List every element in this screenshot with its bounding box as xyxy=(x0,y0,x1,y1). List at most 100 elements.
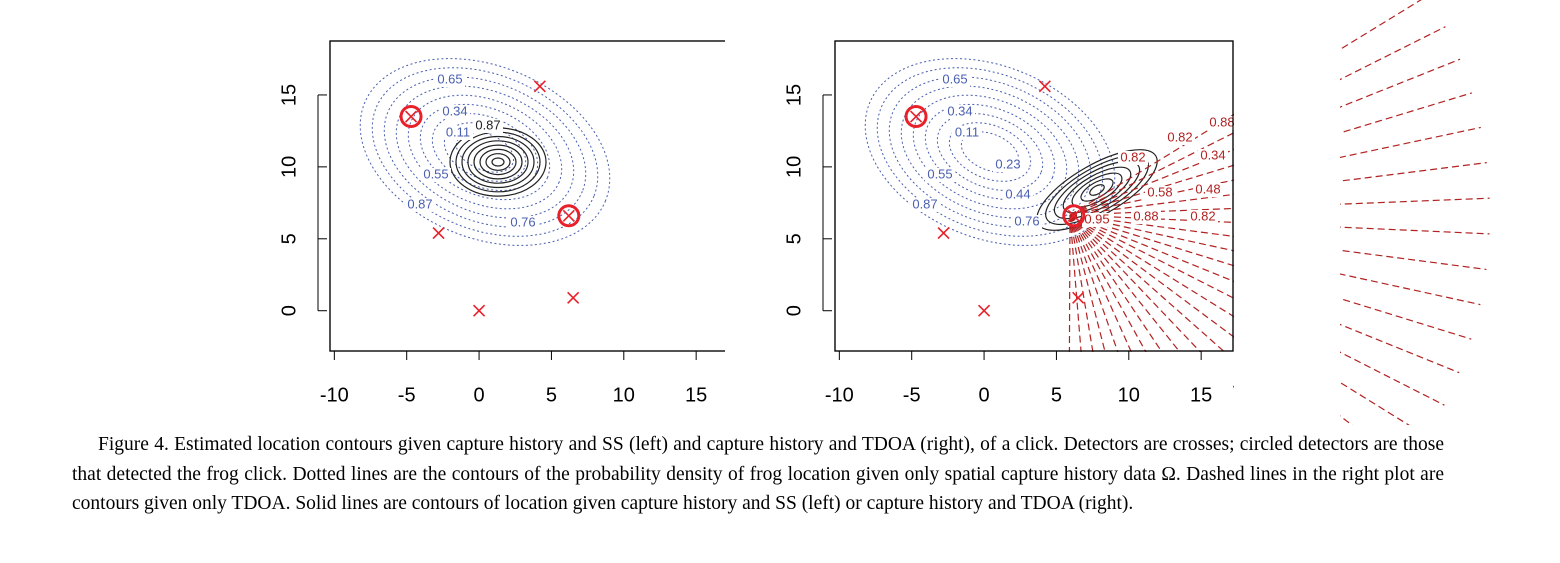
label-backdrop xyxy=(440,105,470,119)
contour-label: 0.88 xyxy=(1209,114,1234,129)
solid-contour xyxy=(461,135,535,189)
x-tick-label: -5 xyxy=(398,384,416,406)
y-tick-label: 0 xyxy=(783,305,805,316)
contour-label: 0.82 xyxy=(1190,208,1215,223)
label-backdrop xyxy=(940,73,970,87)
dotted-contour xyxy=(407,94,563,210)
detector xyxy=(909,110,923,123)
detector-circle xyxy=(557,204,581,228)
detector xyxy=(404,110,418,123)
dotted-contour xyxy=(924,103,1056,201)
detector xyxy=(432,226,445,240)
x-tick-label: 5 xyxy=(1051,384,1062,406)
label-backdrop xyxy=(508,216,538,230)
contour-label: 0.87 xyxy=(475,117,500,132)
detector xyxy=(473,304,486,317)
contour-label: 0.82 xyxy=(1167,129,1192,144)
contour-label: 0.34 xyxy=(947,103,972,118)
dotted-contour xyxy=(888,76,1092,228)
figure: 0.65 0.34 0.11 0.55 0.87 0.76 0.87 -10 -5 0 5 10 15 0… xyxy=(220,0,1490,425)
solid-contour xyxy=(1062,166,1132,214)
dotted-contour xyxy=(431,113,539,191)
contour-label: 0.95 xyxy=(1084,211,1109,226)
dotted-contour xyxy=(371,67,599,237)
contour-label: 0.87 xyxy=(912,196,937,211)
x-tick-label: -5 xyxy=(903,384,921,406)
label-backdrop xyxy=(1082,213,1112,227)
mask xyxy=(330,0,728,40)
mask xyxy=(835,0,1233,40)
contour-label: 0.48 xyxy=(1195,181,1220,196)
label-backdrop xyxy=(1012,215,1042,229)
x-tick-label: 0 xyxy=(474,384,485,406)
y-tick-label: 10 xyxy=(783,156,805,178)
mask xyxy=(330,352,728,425)
label-backdrop xyxy=(945,105,975,119)
detector xyxy=(978,304,991,317)
y-tick-label: 10 xyxy=(278,156,300,178)
mask xyxy=(725,0,834,425)
dotted-contour xyxy=(359,58,611,246)
detector xyxy=(937,226,950,240)
label-backdrop xyxy=(473,119,503,133)
x-tick-label: -10 xyxy=(825,384,854,406)
detector xyxy=(562,209,575,222)
mask xyxy=(220,0,329,425)
label-backdrop xyxy=(993,158,1023,172)
contour-label: 0.34 xyxy=(442,103,467,118)
x-tick-label: 10 xyxy=(613,384,635,406)
contour-label: 0.87 xyxy=(407,196,432,211)
y-tick-label: 5 xyxy=(278,233,300,244)
x-tick-label: 10 xyxy=(1118,384,1140,406)
contour-label: 0.88 xyxy=(1133,208,1158,223)
y-tick-label: 15 xyxy=(783,84,805,106)
contour-label: 0.65 xyxy=(437,71,462,86)
label-backdrop xyxy=(925,168,955,182)
y-tick-label: 0 xyxy=(278,305,300,316)
mask xyxy=(835,352,1233,425)
label-backdrop xyxy=(1118,151,1148,165)
detector xyxy=(1038,80,1051,93)
contour-label: 0.44 xyxy=(1005,186,1030,201)
detector-circle xyxy=(904,105,928,129)
label-backdrop xyxy=(1165,131,1195,145)
dotted-contour xyxy=(864,58,1116,246)
label-backdrop xyxy=(1131,210,1161,224)
contour-label: 0.23 xyxy=(995,156,1020,171)
mask xyxy=(1234,0,1340,425)
detector-circle xyxy=(399,105,423,129)
solid-contour xyxy=(479,148,517,176)
contour-label: 0.55 xyxy=(423,166,448,181)
contour-label: 0.11 xyxy=(446,124,470,139)
solid-contour xyxy=(491,157,505,167)
contour-label: 0.58 xyxy=(1147,184,1172,199)
dotted-contour xyxy=(383,76,587,228)
label-backdrop xyxy=(1003,188,1033,202)
x-tick-label: 5 xyxy=(546,384,557,406)
label-backdrop xyxy=(1188,210,1218,224)
dotted-contour xyxy=(876,67,1104,237)
solid-contour xyxy=(473,144,523,180)
contour-label: 0.65 xyxy=(942,71,967,86)
plot-box xyxy=(329,40,729,352)
contour-label: 0.11 xyxy=(955,124,979,139)
label-backdrop xyxy=(910,198,940,212)
detector xyxy=(533,80,546,93)
label-backdrop xyxy=(952,126,982,140)
solid-contour xyxy=(485,153,511,171)
panel: 0.65 0.34 0.11 0.23 0.55 0.44 0.87 0.76 0.82 0.88… xyxy=(725,0,1490,425)
solid-contour xyxy=(467,140,529,184)
label-backdrop xyxy=(443,126,473,140)
label-backdrop xyxy=(1145,186,1175,200)
dotted-contour xyxy=(455,131,515,173)
x-tick-label: 15 xyxy=(1190,384,1212,406)
contour-label: 0.76 xyxy=(510,214,535,229)
y-tick-label: 5 xyxy=(783,233,805,244)
contour-label: 0.76 xyxy=(1014,213,1039,228)
contour-label: 0.34 xyxy=(1200,147,1225,162)
solid-contour xyxy=(1089,184,1105,196)
solid-contour xyxy=(1053,160,1141,220)
x-tick-label: 0 xyxy=(979,384,990,406)
dotted-contour xyxy=(419,103,551,201)
